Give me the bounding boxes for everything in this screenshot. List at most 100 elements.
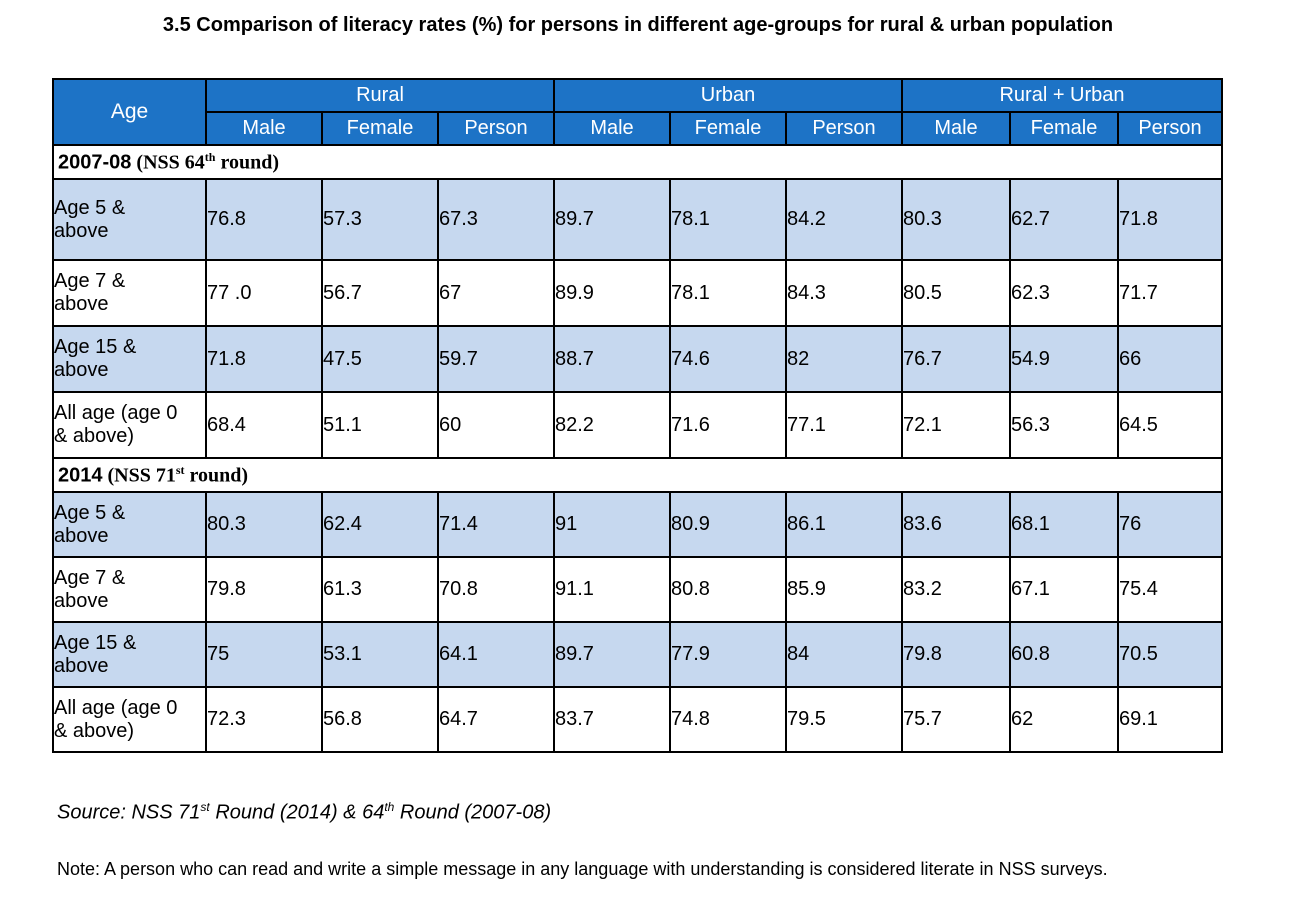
section-year: 2007-08	[58, 151, 132, 174]
subheader-cell: Male	[205, 111, 323, 146]
value-cell: 66	[1117, 325, 1223, 393]
age-label-line: & above)	[54, 425, 135, 447]
subheader-cell: Female	[669, 111, 787, 146]
section-round: round)	[184, 464, 249, 487]
age-label-line: Age 7 &	[54, 566, 126, 589]
value-cell: 83.7	[553, 686, 671, 753]
footnote: Note: A person who can read and write a …	[57, 859, 1108, 879]
table-row: Age 5 & above 76.8 57.3 67.3 89.7 78.1 84.2 80.3…	[52, 178, 1223, 261]
section-round: (NSS 64	[131, 151, 205, 174]
value-cell: 75	[205, 621, 323, 688]
section-header-row: 2007-08 (NSS 64th round)	[52, 144, 1223, 180]
value-cell: 70.5	[1117, 621, 1223, 688]
age-label-line: above	[54, 589, 109, 612]
value-cell: 51.1	[321, 391, 439, 459]
value-cell: 83.2	[901, 556, 1011, 623]
value-cell: 54.9	[1009, 325, 1119, 393]
value-cell: 71.8	[1117, 178, 1223, 261]
value-cell: 57.3	[321, 178, 439, 261]
value-cell: 62.7	[1009, 178, 1119, 261]
value-cell: 71.7	[1117, 259, 1223, 327]
age-label-cell: Age 15 & above	[52, 621, 207, 688]
value-cell: 82.2	[553, 391, 671, 459]
section-year: 2014	[58, 464, 103, 487]
value-cell: 61.3	[321, 556, 439, 623]
value-cell: 84.3	[785, 259, 903, 327]
subheader-cell: Person	[785, 111, 903, 146]
table-row: Age 15 & above 71.8 47.5 59.7 88.7 74.6 82 76.7 5…	[52, 325, 1223, 393]
value-cell: 62.4	[321, 491, 439, 558]
group-header-rural: Rural	[205, 78, 555, 113]
value-cell: 86.1	[785, 491, 903, 558]
value-cell: 75.4	[1117, 556, 1223, 623]
value-cell: 67.1	[1009, 556, 1119, 623]
age-label-cell: All age (age 0 & above)	[52, 391, 207, 459]
age-label-line: above	[54, 219, 109, 242]
value-cell: 79.5	[785, 686, 903, 753]
value-cell: 71.4	[437, 491, 555, 558]
value-cell: 59.7	[437, 325, 555, 393]
table-row: Age 5 & above 80.3 62.4 71.4 91 80.9 86.1 83.6 68…	[52, 491, 1223, 558]
age-label-cell: Age 7 & above	[52, 556, 207, 623]
value-cell: 80.9	[669, 491, 787, 558]
section-round-superscript: th	[204, 149, 216, 164]
age-label-line: Age 5 &	[54, 501, 126, 524]
source-superscript: st	[200, 800, 210, 814]
value-cell: 68.4	[205, 391, 323, 459]
value-cell: 76.7	[901, 325, 1011, 393]
age-label-line: Age 15 &	[54, 336, 137, 358]
table-row: All age (age 0 & above) 72.3 56.8 64.7 83.7 74…	[52, 686, 1223, 753]
value-cell: 62	[1009, 686, 1119, 753]
value-cell: 89.9	[553, 259, 671, 327]
value-cell: 67	[437, 259, 555, 327]
source-note: Source: NSS 71st Round (2014) & 64th Rou…	[57, 800, 551, 825]
age-label-line: above	[54, 524, 109, 547]
value-cell: 83.6	[901, 491, 1011, 558]
age-label-cell: Age 15 & above	[52, 325, 207, 393]
value-cell: 56.7	[321, 259, 439, 327]
value-cell: 64.1	[437, 621, 555, 688]
value-cell: 89.7	[553, 621, 671, 688]
value-cell: 91.1	[553, 556, 671, 623]
value-cell: 70.8	[437, 556, 555, 623]
age-label-line: above	[54, 654, 109, 677]
value-cell: 72.1	[901, 391, 1011, 459]
subheader-cell: Female	[1009, 111, 1119, 146]
value-cell: 78.1	[669, 259, 787, 327]
value-cell: 84	[785, 621, 903, 688]
value-cell: 84.2	[785, 178, 903, 261]
age-label-line: Age 5 &	[54, 196, 126, 219]
value-cell: 76	[1117, 491, 1223, 558]
value-cell: 78.1	[669, 178, 787, 261]
age-label-line: above	[54, 293, 109, 315]
value-cell: 60	[437, 391, 555, 459]
value-cell: 53.1	[321, 621, 439, 688]
subheader-cell: Male	[901, 111, 1011, 146]
value-cell: 77 .0	[205, 259, 323, 327]
value-cell: 56.8	[321, 686, 439, 753]
value-cell: 79.8	[901, 621, 1011, 688]
age-label-line: & above)	[54, 719, 135, 742]
value-cell: 64.7	[437, 686, 555, 753]
subheader-cell: Male	[553, 111, 671, 146]
section-round-superscript: st	[175, 462, 185, 477]
section-header: 2007-08 (NSS 64th round)	[52, 144, 1223, 180]
value-cell: 71.6	[669, 391, 787, 459]
subheader-cell: Female	[321, 111, 439, 146]
table-row: Age 7 & above 79.8 61.3 70.8 91.1 80.8 85.9 83.2…	[52, 556, 1223, 623]
subheader-cell: Person	[437, 111, 555, 146]
value-cell: 72.3	[205, 686, 323, 753]
value-cell: 80.8	[669, 556, 787, 623]
source-superscript: th	[384, 800, 395, 814]
value-cell: 68.1	[1009, 491, 1119, 558]
value-cell: 85.9	[785, 556, 903, 623]
value-cell: 76.8	[205, 178, 323, 261]
value-cell: 74.8	[669, 686, 787, 753]
age-label-line: Age 15 &	[54, 631, 137, 654]
table-row: Age 7 & above 77 .0 56.7 67 89.9 78.1 84.3 80.5 6…	[52, 259, 1223, 327]
value-cell: 77.1	[785, 391, 903, 459]
value-cell: 75.7	[901, 686, 1011, 753]
age-label-line: All age (age 0	[54, 696, 178, 719]
age-column-header: Age	[52, 78, 207, 146]
value-cell: 80.3	[901, 178, 1011, 261]
